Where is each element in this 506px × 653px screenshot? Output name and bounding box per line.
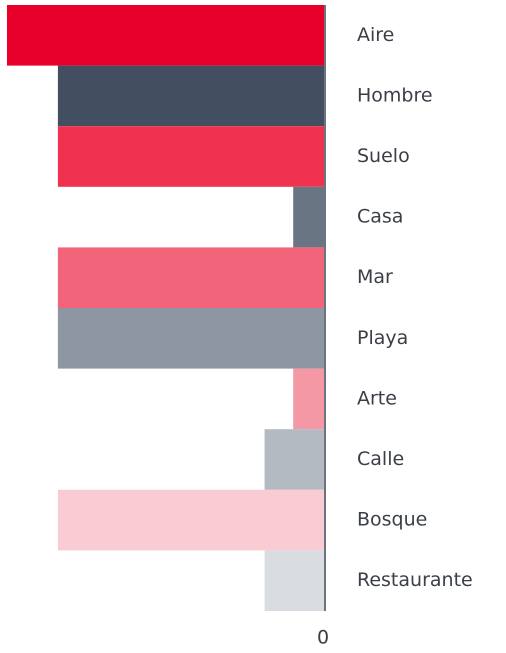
bar	[57, 489, 325, 551]
category-label: Mar	[357, 266, 393, 288]
bar	[293, 368, 325, 430]
bar	[57, 308, 325, 369]
category-label: Bosque	[357, 509, 427, 531]
category-label: Arte	[357, 387, 397, 409]
bar	[57, 65, 325, 127]
bar	[264, 550, 325, 611]
bar	[57, 247, 325, 308]
category-label: Casa	[357, 206, 403, 228]
category-label: Restaurante	[357, 569, 473, 591]
bar	[7, 5, 325, 66]
category-label: Hombre	[357, 84, 433, 106]
bar	[57, 126, 325, 187]
x-tick-label: 0	[317, 627, 329, 649]
bar	[293, 186, 325, 248]
bar	[264, 429, 325, 490]
category-label: Aire	[357, 24, 394, 46]
category-label: Suelo	[357, 145, 410, 167]
category-label: Playa	[357, 327, 408, 349]
category-label: Calle	[357, 448, 404, 470]
